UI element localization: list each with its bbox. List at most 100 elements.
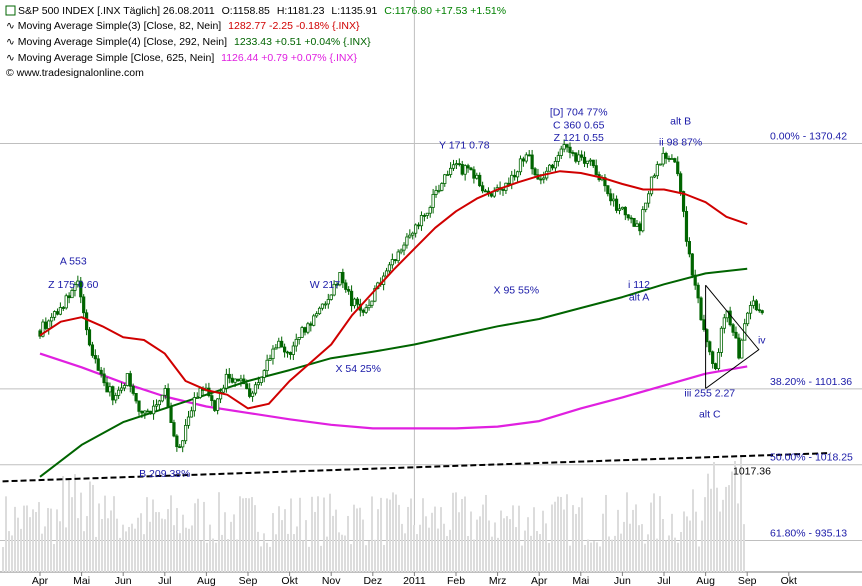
- volume-bar: [254, 505, 256, 572]
- candle-body: [728, 310, 732, 326]
- candle-body: [58, 307, 62, 315]
- volume-bar: [650, 502, 652, 572]
- candle-body: [515, 171, 520, 178]
- volume-bar: [461, 499, 463, 572]
- volume-bar: [623, 521, 625, 572]
- candle-body: [128, 373, 132, 387]
- candle-body: [463, 165, 467, 175]
- ma292-line: [39, 267, 748, 478]
- volume-bar: [662, 519, 664, 572]
- volume-bar: [113, 496, 115, 572]
- candle-body: [626, 214, 630, 219]
- candle-body: [460, 163, 464, 175]
- candle-body: [143, 410, 147, 414]
- candle-body: [661, 152, 665, 165]
- candle-body: [530, 154, 534, 170]
- volume-bar: [644, 543, 646, 572]
- volume-bar: [449, 529, 451, 572]
- candle-body: [399, 249, 403, 253]
- candle-body: [387, 264, 392, 272]
- candle-body: [149, 410, 153, 415]
- volume-bar: [413, 525, 415, 572]
- volume-bar: [149, 521, 151, 572]
- volume-bar: [617, 509, 619, 572]
- volume-bar: [101, 518, 103, 572]
- volume-bar: [86, 516, 88, 572]
- candle-body: [96, 358, 100, 371]
- volume-bar: [20, 528, 22, 572]
- volume-bar: [230, 521, 232, 572]
- volume-bar: [530, 535, 532, 572]
- candle-body: [186, 416, 191, 426]
- volume-bar: [386, 498, 388, 572]
- candle-body: [638, 223, 642, 232]
- candle-body: [446, 174, 450, 176]
- volume-bar: [50, 508, 52, 572]
- candle-body: [614, 198, 619, 211]
- volume-bar: [452, 492, 454, 572]
- candle-body: [667, 158, 671, 160]
- volume-bar: [545, 523, 547, 572]
- indicator-ma625-label: Moving Average Simple [Close, 625, Nein]: [18, 52, 215, 64]
- candle-body: [326, 299, 330, 305]
- volume-bar: [380, 497, 382, 572]
- volume-bar: [389, 499, 391, 572]
- candle-body: [419, 215, 424, 227]
- volume-bar: [257, 531, 259, 572]
- candle-body: [70, 290, 74, 299]
- candle-body: [408, 234, 412, 238]
- x-tick-label-16: Aug: [696, 575, 715, 586]
- volume-bar: [275, 534, 277, 572]
- volume-bar: [29, 517, 31, 572]
- header-close: C:1176.80 +17.53 +1.51%: [384, 5, 506, 17]
- volume-bar: [707, 473, 709, 572]
- candle-body: [428, 207, 432, 214]
- candle-body: [475, 174, 479, 179]
- candle-body: [635, 223, 639, 227]
- candle-body: [676, 161, 680, 175]
- candle-body: [189, 410, 194, 418]
- candle-body: [757, 309, 761, 312]
- volume-bar: [719, 511, 721, 572]
- volume-bar: [242, 498, 244, 572]
- candle-body: [370, 300, 374, 306]
- candle-body: [457, 163, 461, 166]
- candle-body: [390, 259, 394, 266]
- candle-body: [556, 155, 560, 162]
- volume-bar: [302, 540, 304, 572]
- volume-bar: [323, 497, 325, 572]
- volume-bar: [674, 537, 676, 572]
- volume-bar: [359, 507, 361, 572]
- candle-body: [312, 315, 316, 326]
- candle-body: [291, 345, 295, 355]
- volume-bar: [518, 505, 520, 572]
- candle-body: [751, 300, 756, 306]
- volume-bar: [272, 513, 274, 572]
- candle-body: [352, 298, 357, 307]
- candle-icon: [5, 5, 16, 16]
- candle-body: [521, 158, 525, 162]
- volume-bar: [587, 539, 589, 572]
- header-main: S&P 500 INDEX [.INX Täglich] 26.08.2011 …: [18, 5, 506, 17]
- volume-bar: [293, 534, 295, 572]
- candle-body: [402, 244, 406, 251]
- candle-body: [533, 168, 537, 176]
- candle-body: [411, 232, 415, 236]
- volume-bar: [350, 544, 352, 572]
- volume-bar: [512, 505, 514, 572]
- volume-bar: [455, 492, 457, 572]
- candle-body: [119, 387, 124, 391]
- volume-bar: [140, 513, 142, 572]
- candle-body: [245, 383, 249, 390]
- volume-bar: [680, 532, 682, 572]
- volume-bar: [641, 524, 643, 572]
- candle-body: [192, 397, 196, 412]
- volume-bar: [188, 528, 190, 572]
- candle-body: [163, 388, 167, 396]
- candle-body: [181, 440, 185, 448]
- indicator-ma292-label: Moving Average Simple(4) [Close, 292, Ne…: [18, 36, 227, 48]
- volume-bar: [356, 508, 358, 572]
- candle-body: [347, 289, 351, 292]
- candle-body: [684, 210, 689, 242]
